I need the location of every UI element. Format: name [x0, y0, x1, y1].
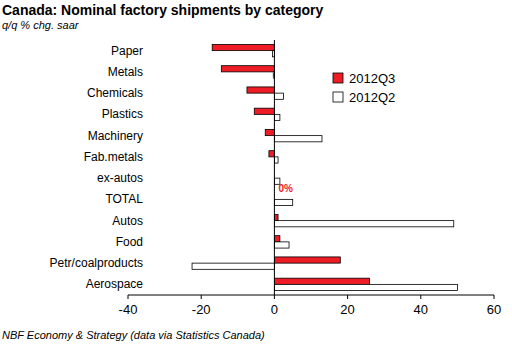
x-tick-label: 0 [271, 302, 278, 317]
x-tick [347, 295, 348, 299]
bar [274, 278, 369, 284]
category-label: Petr/coalproducts [50, 256, 143, 270]
bar [192, 263, 274, 269]
bars [192, 44, 457, 290]
category-label: Plastics [102, 107, 143, 121]
bar [274, 157, 278, 163]
x-axis [128, 295, 494, 296]
bar [274, 136, 322, 142]
category-label: Paper [111, 44, 143, 58]
legend-swatch [333, 73, 343, 83]
x-tick-label: 40 [414, 302, 428, 317]
x-tick [274, 295, 275, 299]
legend-swatch [333, 92, 343, 102]
x-tick-label: -20 [192, 302, 211, 317]
data-label: 0% [278, 183, 293, 194]
bar [274, 242, 289, 248]
category-label: Aerospace [86, 277, 144, 291]
bar [274, 114, 279, 120]
legend-label: 2012Q2 [349, 90, 395, 105]
title: Canada: Nominal factory shipments by cat… [2, 2, 324, 18]
x-tick-label: 60 [487, 302, 501, 317]
bar [274, 214, 278, 220]
zero-line [274, 40, 275, 295]
x-tick [128, 295, 129, 299]
source: NBF Economy & Strategy (data via Statist… [2, 329, 265, 341]
bar [212, 44, 274, 50]
category-label: Autos [112, 214, 143, 228]
x-tick [201, 295, 202, 299]
category-label: Food [116, 235, 143, 249]
bar [254, 108, 274, 114]
category-label: Machinery [88, 129, 143, 143]
category-label: Chemicals [87, 86, 143, 100]
bar [274, 199, 292, 205]
bar [274, 236, 279, 242]
legend-label: 2012Q3 [349, 71, 395, 86]
bar [274, 93, 283, 99]
bar [247, 87, 274, 93]
x-tick-label: 20 [340, 302, 354, 317]
bar [274, 221, 453, 227]
bar [274, 257, 340, 263]
chart: Canada: Nominal factory shipments by cat… [0, 0, 512, 346]
category-label: Fab.metals [84, 150, 143, 164]
x-tick [420, 295, 421, 299]
x-tick [494, 295, 495, 299]
bar [274, 284, 457, 290]
x-tick-label: -40 [119, 302, 138, 317]
category-label: ex-autos [97, 171, 143, 185]
bar [221, 66, 274, 72]
bar [265, 129, 274, 135]
subtitle: q/q % chg. saar [2, 19, 80, 31]
category-label: TOTAL [105, 192, 143, 206]
category-label: Metals [108, 65, 143, 79]
bar [269, 151, 274, 157]
